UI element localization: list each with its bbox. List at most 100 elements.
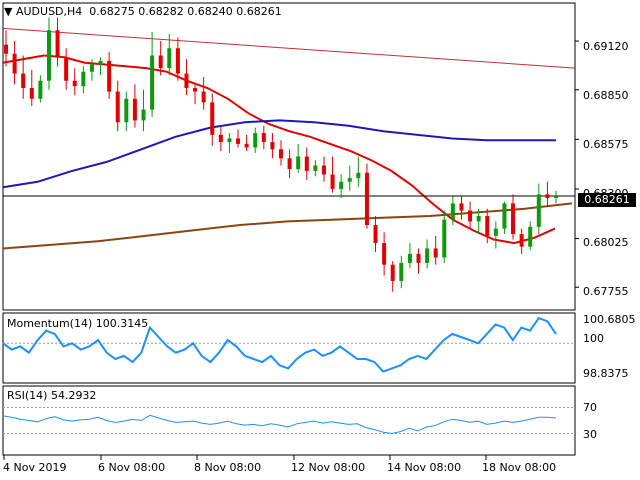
y-tick-label: 0.67755 <box>583 285 629 298</box>
candle-body <box>476 216 481 222</box>
y-tick-label: 0.69120 <box>583 40 629 53</box>
candle-body <box>132 98 137 121</box>
candle-body <box>545 194 550 198</box>
candle-body <box>141 109 146 121</box>
momentum-panel <box>2 312 576 384</box>
candle-body <box>459 203 464 211</box>
rsi-panel-frame <box>2 385 576 456</box>
ma_slow-line <box>2 202 573 250</box>
rsi-panel <box>2 385 576 460</box>
candle-body <box>107 60 112 92</box>
candle-body <box>55 30 60 58</box>
candle-body <box>536 194 541 227</box>
candle-body <box>390 264 395 281</box>
candle-body <box>304 156 309 171</box>
candle-body <box>373 225 378 244</box>
rsi-tick-label: 30 <box>583 428 597 441</box>
candle-body <box>167 48 172 69</box>
candle-body <box>339 181 344 189</box>
rsi-tick-label: 70 <box>583 401 597 414</box>
candle-body <box>519 234 524 247</box>
candle-body <box>270 142 275 150</box>
candle-body <box>193 87 198 92</box>
candle-body <box>218 134 223 143</box>
candle-body <box>485 216 490 236</box>
candle-body <box>72 80 77 87</box>
candle-body <box>433 248 438 258</box>
trendline-line <box>2 27 576 69</box>
candle-body <box>493 228 498 236</box>
y-tick-label: 0.68850 <box>583 89 629 102</box>
candle-body <box>502 203 507 229</box>
candle-body <box>528 226 533 247</box>
candle-body <box>416 253 421 263</box>
candle-body <box>450 203 455 220</box>
candle-body <box>425 248 430 263</box>
candle-body <box>407 253 412 263</box>
x-tick-label: 18 Nov 08:00 <box>482 461 557 474</box>
y-tick-label: 0.68025 <box>583 236 629 249</box>
candle-body <box>46 30 51 81</box>
candle-body <box>158 55 163 69</box>
candle-body <box>201 91 206 103</box>
candle-body <box>98 60 103 65</box>
momentum-tick-label: 98.8375 <box>583 367 629 380</box>
ma_fast-line <box>2 54 556 245</box>
main-price-panel <box>2 2 579 311</box>
ohlc-label: 0.68275 0.68282 0.68240 0.68261 <box>89 5 282 18</box>
symbol-label: AUDUSD,H4 <box>15 5 83 18</box>
rsi-title: RSI(14) 54.2932 <box>7 389 97 402</box>
candle-body <box>356 172 361 179</box>
momentum-panel-frame <box>2 312 576 384</box>
candle-body <box>81 71 86 87</box>
candle-body <box>115 91 120 123</box>
x-tick-label: 8 Nov 08:00 <box>194 461 262 474</box>
candle-body <box>313 165 318 171</box>
x-tick-label: 12 Nov 08:00 <box>291 461 366 474</box>
chart-header: ▼ AUDUSD,H4 0.68275 0.68282 0.68240 0.68… <box>4 5 282 18</box>
candle-body <box>38 80 43 99</box>
candle-body <box>442 219 447 258</box>
momentum-title: Momentum(14) 100.3145 <box>7 317 149 330</box>
candle-body <box>554 196 558 198</box>
x-tick-label: 6 Nov 08:00 <box>98 461 166 474</box>
x-tick-label: 14 Nov 08:00 <box>387 461 462 474</box>
ma_mid-line <box>2 119 556 189</box>
momentum-tick-label: 100.6805 <box>583 313 636 326</box>
rsi-line <box>2 414 557 435</box>
candle-body <box>347 178 352 182</box>
candle-body <box>21 73 26 88</box>
candle-body <box>29 87 34 99</box>
candle-body <box>89 64 94 72</box>
y-tick-label: 0.68575 <box>583 138 629 151</box>
candle-body <box>12 53 17 74</box>
momentum-line <box>2 316 557 373</box>
candle-body <box>279 149 283 159</box>
candle-body <box>364 172 369 226</box>
candle-body <box>227 138 232 143</box>
candle-body <box>175 48 180 74</box>
momentum-tick-label: 100 <box>583 332 604 345</box>
main-panel-frame <box>2 2 576 311</box>
candle-body <box>64 57 69 81</box>
candle-body <box>244 143 249 148</box>
candle-body <box>330 174 335 189</box>
candle-body <box>124 98 129 123</box>
candle-body <box>399 262 404 281</box>
candle-body <box>321 165 326 175</box>
candle-body <box>468 210 473 222</box>
candle-body <box>150 55 155 110</box>
x-tick-label: 4 Nov 2019 <box>3 461 67 474</box>
candle-body <box>261 133 266 143</box>
header-arrow-icon: ▼ <box>4 5 13 18</box>
candle-body <box>184 73 189 88</box>
candle-body <box>382 243 387 265</box>
candle-body <box>4 44 8 54</box>
current-price-label: 0.68261 <box>578 193 636 207</box>
candle-body <box>253 133 258 148</box>
candle-body <box>287 158 292 170</box>
candle-body <box>296 156 301 170</box>
candle-body <box>511 203 516 235</box>
candle-body <box>210 102 215 135</box>
